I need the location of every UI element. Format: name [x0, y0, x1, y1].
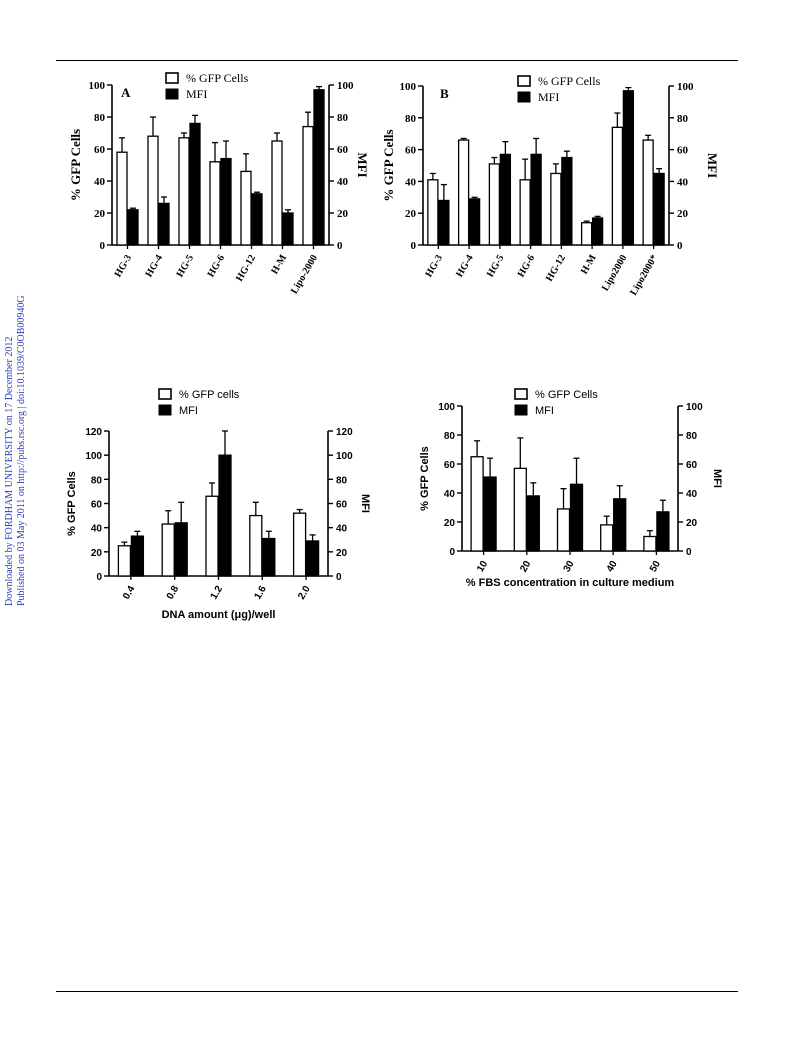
y-tick-label-left: 100 — [89, 80, 106, 92]
y-tick-label-right: 60 — [336, 500, 348, 511]
y2-axis-label: MFI — [705, 153, 720, 178]
bar-gfp — [643, 535, 657, 552]
legend-label-gfp: % GFP Cells — [186, 71, 249, 85]
y-tick-label-left: 80 — [91, 475, 103, 486]
y-tick-label-right: 20 — [337, 208, 349, 220]
y-tick-label-left: 60 — [94, 144, 106, 156]
y-tick-label-right: 100 — [677, 81, 694, 93]
y-tick-label-left: 40 — [94, 176, 106, 188]
legend-swatch-gfp — [517, 75, 531, 87]
y-tick-label-right: 20 — [677, 208, 689, 220]
legend-swatch-mfi — [158, 404, 172, 416]
y-tick-label-left: 0 — [100, 240, 106, 252]
y-tick-label-left: 40 — [405, 176, 417, 188]
y-tick-label-right: 100 — [336, 451, 353, 462]
y-axis-label: % GFP Cells — [66, 471, 78, 536]
y-tick-label-left: 40 — [444, 489, 456, 500]
y-tick-label-right: 20 — [336, 548, 348, 559]
y-tick-label-right: 80 — [336, 475, 348, 486]
legend-swatch-gfp — [158, 388, 172, 400]
x-tick-label: 20 — [518, 559, 533, 575]
y-tick-label-right: 0 — [336, 572, 342, 583]
legend-swatch-gfp — [165, 72, 179, 84]
x-tick-label: 40 — [605, 559, 620, 575]
bar-mfi — [656, 511, 670, 552]
y-axis-label: % GFP Cells — [381, 129, 396, 201]
y-tick-label-left: 120 — [85, 427, 102, 438]
y-tick-label-right: 80 — [686, 431, 698, 442]
top-rule — [56, 60, 738, 61]
bar-mfi — [569, 483, 584, 552]
y-tick-label-right: 80 — [677, 113, 689, 125]
legend-label-mfi: MFI — [538, 90, 559, 104]
legend-label-mfi: MFI — [535, 405, 554, 417]
y-tick-label-right: 40 — [677, 176, 689, 188]
x-tick-label: 30 — [562, 559, 577, 575]
y2-axis-label: MFI — [359, 494, 371, 513]
y-tick-label-left: 20 — [94, 208, 106, 220]
y-tick-label-right: 100 — [686, 402, 703, 413]
legend-swatch-mfi — [165, 88, 179, 100]
y-tick-label-left: 20 — [91, 548, 103, 559]
x-axis-label: DNA amount (μg)/well — [162, 609, 276, 621]
y-tick-label-left: 0 — [96, 572, 102, 583]
bottom-rule — [56, 991, 738, 992]
legend-label-gfp: % GFP cells — [179, 389, 240, 401]
legend-swatch-gfp — [514, 388, 528, 400]
y-axis-label: % GFP Cells — [419, 446, 431, 511]
panel-label: B — [440, 86, 449, 101]
y-tick-label-left: 20 — [444, 518, 456, 529]
legend-label-mfi: MFI — [186, 87, 207, 101]
y2-axis-label: MFI — [711, 469, 723, 488]
y-tick-label-left: 60 — [405, 145, 417, 157]
legend-label-gfp: % GFP Cells — [538, 74, 601, 88]
y-tick-label-left: 100 — [438, 402, 455, 413]
y-tick-label-left: 20 — [405, 208, 417, 220]
bar-mfi — [613, 498, 627, 552]
x-tick-label: 10 — [475, 559, 490, 575]
y-tick-label-left: 80 — [94, 112, 106, 124]
panel-label: A — [121, 85, 131, 100]
y-tick-label-right: 60 — [677, 145, 689, 157]
y-tick-label-right: 60 — [686, 460, 698, 471]
y-tick-label-right: 0 — [337, 240, 343, 252]
y-tick-label-right: 120 — [336, 427, 353, 438]
y-tick-label-left: 0 — [411, 240, 417, 252]
y-tick-label-right: 20 — [686, 518, 698, 529]
y-tick-label-right: 40 — [686, 489, 698, 500]
y-tick-label-right: 100 — [337, 80, 354, 92]
y-tick-label-right: 40 — [337, 176, 349, 188]
y-tick-label-right: 0 — [677, 240, 683, 252]
y-tick-label-left: 0 — [449, 547, 455, 558]
bar-gfp — [556, 508, 571, 552]
bar-mfi — [483, 476, 497, 552]
y-tick-label-left: 60 — [91, 500, 103, 511]
legend-swatch-mfi — [517, 91, 531, 103]
bar-gfp — [470, 456, 484, 552]
y-tick-label-left: 100 — [85, 451, 102, 462]
y-axis-label: % GFP Cells — [68, 129, 83, 201]
legend-label-gfp: % GFP Cells — [535, 389, 598, 401]
legend-swatch-mfi — [514, 404, 528, 416]
bar-mfi — [526, 495, 540, 552]
y-tick-label-left: 80 — [405, 113, 417, 125]
bar-gfp — [600, 524, 614, 552]
y-tick-label-right: 60 — [337, 144, 349, 156]
legend-label-mfi: MFI — [179, 405, 198, 417]
x-tick-label: 50 — [648, 559, 663, 575]
y-tick-label-left: 40 — [91, 524, 103, 535]
x-axis-label: % FBS concentration in culture medium — [466, 577, 675, 589]
bar-gfp — [513, 467, 527, 552]
y-tick-label-right: 80 — [337, 112, 349, 124]
y-tick-label-right: 0 — [686, 547, 692, 558]
y-tick-label-left: 100 — [400, 81, 417, 93]
y2-axis-label: MFI — [355, 152, 370, 177]
y-tick-label-left: 80 — [444, 431, 456, 442]
y-tick-label-right: 40 — [336, 524, 348, 535]
y-tick-label-left: 60 — [444, 460, 456, 471]
